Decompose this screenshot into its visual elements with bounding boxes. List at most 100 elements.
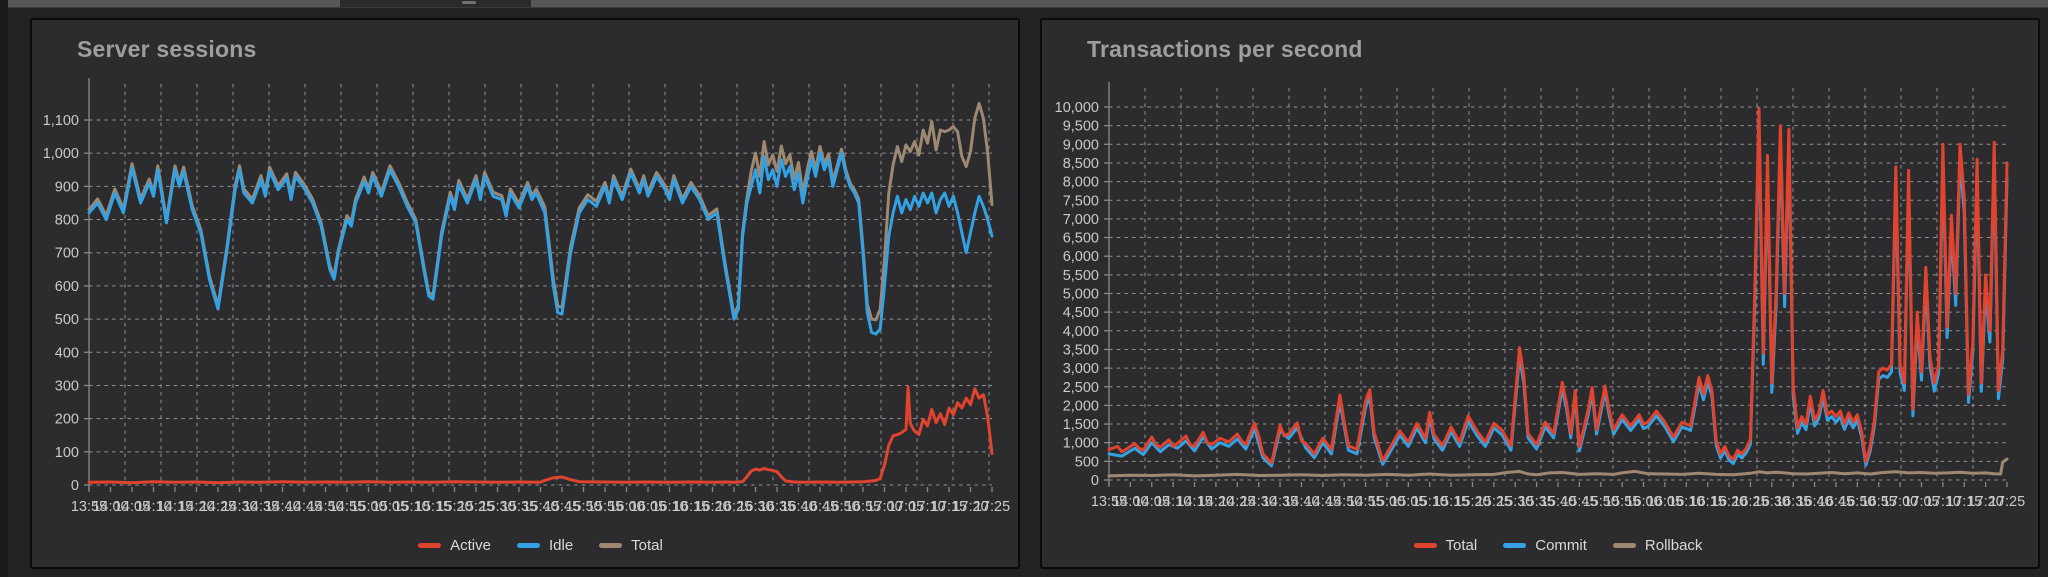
svg-text:14:55: 14:55 [329, 499, 365, 515]
browser-tab[interactable] [340, 0, 531, 7]
svg-text:15:00: 15:00 [350, 499, 386, 515]
svg-text:15:10: 15:10 [393, 499, 429, 515]
svg-text:14:25: 14:25 [1219, 494, 1255, 510]
svg-text:16:00: 16:00 [608, 499, 644, 515]
svg-text:6,500: 6,500 [1063, 231, 1099, 247]
svg-text:9,500: 9,500 [1063, 119, 1099, 135]
svg-text:3,000: 3,000 [1063, 361, 1099, 377]
svg-text:15:35: 15:35 [501, 499, 537, 515]
svg-text:15:15: 15:15 [415, 499, 451, 515]
svg-text:14:15: 14:15 [1176, 494, 1212, 510]
sessions-chart-canvas[interactable]: 0 100 200 300 400 500 600 700 800 900 1,000 1,100 13… [32, 20, 1018, 567]
legend-item-active[interactable]: Active [418, 537, 491, 554]
svg-text:16:50: 16:50 [823, 499, 859, 515]
svg-text:16:35: 16:35 [1775, 494, 1811, 510]
svg-text:14:50: 14:50 [1326, 494, 1362, 510]
svg-text:14:10: 14:10 [135, 499, 171, 515]
svg-text:1,000: 1,000 [43, 146, 79, 162]
x-axis-labels: 13:5514:0014:0514:1014:1514:2014:2514:30… [1091, 494, 2025, 510]
tab-title-fragment [462, 1, 476, 4]
svg-text:16:40: 16:40 [1796, 494, 1832, 510]
legend-label: Total [631, 536, 663, 554]
legend-item-total[interactable]: Total [1413, 537, 1477, 554]
svg-text:16:55: 16:55 [1861, 494, 1897, 510]
svg-text:14:35: 14:35 [1262, 494, 1298, 510]
svg-text:16:30: 16:30 [737, 499, 773, 515]
svg-text:17:15: 17:15 [931, 499, 967, 515]
svg-text:700: 700 [55, 246, 79, 262]
svg-text:7,500: 7,500 [1063, 193, 1099, 209]
total-series-swatch [1413, 542, 1437, 548]
svg-text:14:45: 14:45 [1305, 494, 1341, 510]
svg-text:16:25: 16:25 [1732, 494, 1768, 510]
active-series-swatch [418, 542, 442, 548]
y-axis-labels: 0 500 1,000 1,500 2,000 2,500 3,000 3,500 4,000 4… [1055, 100, 1099, 489]
panel-title: Transactions per second [1087, 36, 1363, 62]
rollback-series-swatch [1612, 542, 1636, 548]
svg-text:17:20: 17:20 [952, 499, 988, 515]
svg-text:800: 800 [55, 213, 79, 229]
legend-item-rollback[interactable]: Rollback [1612, 537, 1702, 554]
svg-text:500: 500 [1075, 454, 1099, 470]
svg-text:6,000: 6,000 [1063, 249, 1099, 265]
svg-text:5,500: 5,500 [1063, 268, 1099, 284]
idle-series-swatch [516, 542, 540, 548]
svg-text:15:05: 15:05 [372, 499, 408, 515]
svg-text:16:00: 16:00 [1625, 494, 1661, 510]
svg-text:1,500: 1,500 [1063, 417, 1099, 433]
svg-text:4,000: 4,000 [1063, 324, 1099, 340]
svg-text:100: 100 [55, 445, 79, 461]
svg-text:1,000: 1,000 [1063, 436, 1099, 452]
legend-item-total[interactable]: Total [599, 537, 663, 554]
svg-text:15:35: 15:35 [1518, 494, 1554, 510]
svg-text:15:05: 15:05 [1390, 494, 1426, 510]
svg-text:2,500: 2,500 [1063, 380, 1099, 396]
series-active [87, 385, 994, 485]
svg-text:1,100: 1,100 [43, 113, 79, 129]
svg-text:8,500: 8,500 [1063, 156, 1099, 172]
legend-item-idle[interactable]: Idle [516, 537, 573, 554]
svg-text:16:25: 16:25 [716, 499, 752, 515]
window-left-edge [0, 0, 8, 577]
svg-text:16:05: 16:05 [1647, 494, 1683, 510]
svg-text:17:25: 17:25 [1989, 494, 2025, 510]
svg-text:14:30: 14:30 [1241, 494, 1277, 510]
svg-text:17:00: 17:00 [866, 499, 902, 515]
svg-text:14:45: 14:45 [286, 499, 322, 515]
x-axis-labels: 13:5514:0014:0514:1014:1514:2014:2514:30… [71, 499, 1010, 515]
svg-text:13:55: 13:55 [71, 499, 107, 515]
svg-text:14:00: 14:00 [92, 499, 128, 515]
legend-item-commit[interactable]: Commit [1503, 537, 1587, 554]
svg-text:16:20: 16:20 [694, 499, 730, 515]
svg-text:15:20: 15:20 [436, 499, 472, 515]
svg-text:200: 200 [55, 412, 79, 428]
svg-text:300: 300 [55, 378, 79, 394]
svg-text:17:20: 17:20 [1967, 494, 2003, 510]
svg-text:17:25: 17:25 [974, 499, 1010, 515]
series-commit [1107, 124, 2009, 468]
series-total [87, 101, 994, 322]
svg-text:17:05: 17:05 [1903, 494, 1939, 510]
svg-text:15:25: 15:25 [1476, 494, 1512, 510]
svg-text:14:05: 14:05 [1134, 494, 1170, 510]
panel-server-sessions: Server sessions 0 100 200 300 400 500 600 700 80… [30, 18, 1020, 569]
svg-text:16:05: 16:05 [630, 499, 666, 515]
svg-text:10,000: 10,000 [1055, 100, 1099, 116]
svg-text:16:45: 16:45 [802, 499, 838, 515]
svg-text:17:10: 17:10 [1925, 494, 1961, 510]
legend-label: Commit [1535, 536, 1587, 554]
svg-text:15:20: 15:20 [1454, 494, 1490, 510]
svg-text:17:05: 17:05 [888, 499, 924, 515]
svg-text:13:55: 13:55 [1091, 494, 1127, 510]
svg-text:2,000: 2,000 [1063, 398, 1099, 414]
series-rollback [1107, 457, 2009, 478]
svg-text:15:40: 15:40 [1540, 494, 1576, 510]
tps-chart-canvas[interactable]: 0 500 1,000 1,500 2,000 2,500 3,000 3,500 4,000 4… [1042, 20, 2038, 567]
svg-text:14:00: 14:00 [1112, 494, 1148, 510]
svg-text:0: 0 [71, 478, 79, 494]
svg-text:14:25: 14:25 [200, 499, 236, 515]
svg-text:16:20: 16:20 [1711, 494, 1747, 510]
svg-text:15:30: 15:30 [479, 499, 515, 515]
tps-legend: Total Commit Rollback [1109, 532, 2007, 558]
svg-text:14:10: 14:10 [1155, 494, 1191, 510]
